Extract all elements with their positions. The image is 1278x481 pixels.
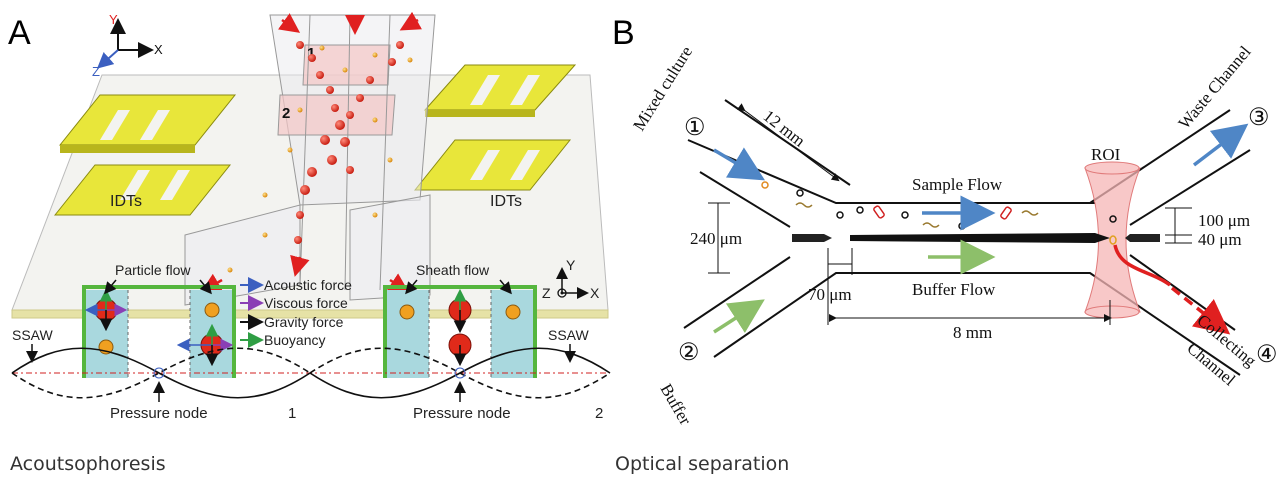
flow-divider — [792, 233, 1160, 243]
buffer-flow-label: Buffer Flow — [912, 280, 996, 299]
axis-y-label: Y — [109, 12, 118, 27]
legend-buoyancy: Buoyancy — [264, 332, 325, 348]
caption-optical-separation: Optical separation — [615, 453, 790, 475]
case-1-label: 1 — [288, 405, 296, 422]
dim-8mm: 8 mm — [953, 323, 992, 342]
port-4: ④ — [1256, 342, 1278, 368]
idt-left-electrode — [53, 94, 237, 216]
dim-70um: 70 μm — [808, 285, 852, 304]
zone-2-label: 2 — [282, 105, 290, 122]
cs-axis-z: Z — [542, 285, 551, 301]
pressure-node-right: Pressure node — [413, 405, 511, 422]
force-arrows — [84, 288, 467, 367]
idt-left-label: IDTs — [110, 193, 142, 210]
zone-1-label: 1 — [307, 45, 315, 62]
port-1: ① — [684, 115, 706, 141]
pressure-node-left: Pressure node — [110, 405, 208, 422]
cs-axis-x: X — [590, 285, 600, 301]
ssaw-left-label: SSAW — [12, 327, 53, 343]
idt-right-electrode — [413, 64, 577, 191]
dim-240um: 240 μm — [690, 229, 742, 248]
particle-stream — [227, 41, 413, 273]
roi-laser-beam — [1084, 161, 1141, 319]
panel-b-letter: B — [612, 14, 635, 52]
sheath-flow-label: Sheath flow — [416, 262, 490, 278]
dim-40um: 40 μm — [1198, 230, 1242, 249]
port-2: ② — [678, 340, 700, 366]
ssaw-right-label: SSAW — [548, 327, 589, 343]
waste-channel-label: Waste Channel — [1175, 42, 1255, 133]
cross-section-axes: Y Z X — [542, 257, 600, 301]
caption-acoustophoresis: Acoutsophoresis — [10, 453, 166, 475]
legend-gravity: Gravity force — [264, 314, 344, 330]
legend-acoustic: Acoustic force — [264, 277, 352, 293]
particle-flow-label: Particle flow — [115, 262, 191, 278]
buffer-label: Buffer — [657, 381, 696, 429]
panel-a-letter: A — [8, 14, 31, 52]
roi-label: ROI — [1091, 145, 1121, 164]
axis-x-label: X — [154, 42, 163, 57]
dimension-lines — [708, 103, 1192, 325]
axis-triad: Y X Z — [92, 12, 163, 79]
idt-right-label: IDTs — [490, 193, 522, 210]
cs-axis-y: Y — [566, 257, 576, 273]
case-2-label: 2 — [595, 405, 603, 422]
force-legend: Acoustic force Viscous force Gravity for… — [240, 277, 352, 348]
axis-z-label: Z — [92, 64, 100, 79]
dim-100um: 100 μm — [1198, 211, 1250, 230]
sample-flow-label: Sample Flow — [912, 175, 1003, 194]
sample-particles — [761, 181, 1117, 245]
legend-viscous: Viscous force — [264, 295, 348, 311]
port-3: ③ — [1248, 105, 1270, 131]
